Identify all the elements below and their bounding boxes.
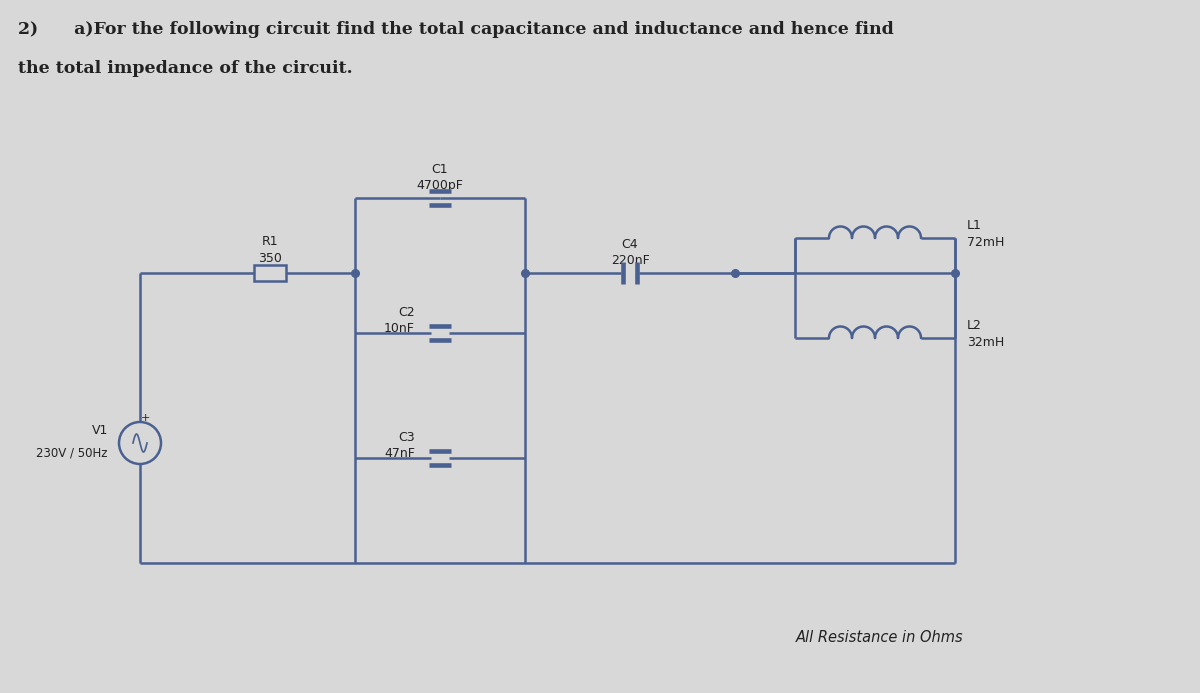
Text: C1: C1: [432, 163, 449, 176]
Text: 2)      a)For the following circuit find the total capacitance and inductance an: 2) a)For the following circuit find the …: [18, 21, 894, 38]
Text: +: +: [140, 413, 150, 423]
Text: 72mH: 72mH: [967, 236, 1004, 249]
Text: 10nF: 10nF: [384, 322, 415, 335]
Text: 32mH: 32mH: [967, 337, 1004, 349]
Text: C2: C2: [398, 306, 415, 319]
Text: C3: C3: [398, 432, 415, 444]
Text: 220nF: 220nF: [611, 254, 649, 267]
Text: V1: V1: [91, 425, 108, 437]
Text: All Resistance in Ohms: All Resistance in Ohms: [796, 631, 964, 645]
Text: C4: C4: [622, 238, 638, 251]
Text: the total impedance of the circuit.: the total impedance of the circuit.: [18, 60, 353, 77]
Text: 230V / 50Hz: 230V / 50Hz: [36, 446, 108, 459]
Text: 4700pF: 4700pF: [416, 179, 463, 192]
Text: 47nF: 47nF: [384, 448, 415, 461]
Text: L1: L1: [967, 220, 982, 232]
Text: 350: 350: [258, 252, 282, 265]
Text: L2: L2: [967, 319, 982, 333]
Bar: [254, 265, 286, 281]
Text: R1: R1: [262, 235, 278, 248]
